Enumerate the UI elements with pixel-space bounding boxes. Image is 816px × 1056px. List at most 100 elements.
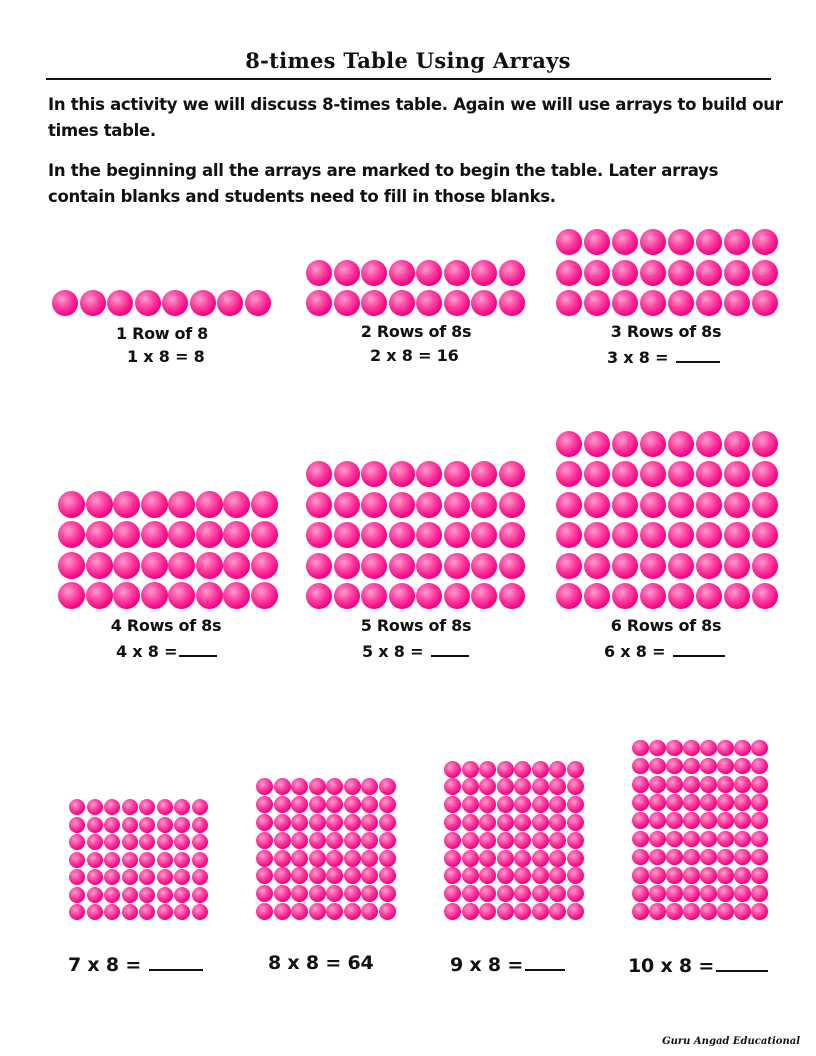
- array-ball: [273, 831, 291, 849]
- array-ball: [113, 490, 140, 518]
- array-ball: [640, 552, 666, 579]
- array-ball: [333, 583, 360, 609]
- array-ball: [683, 867, 700, 884]
- array-ball: [308, 778, 326, 796]
- array-ball: [256, 849, 273, 867]
- array-ball: [479, 813, 496, 831]
- array-ball: [612, 491, 638, 518]
- array-ball: [640, 259, 666, 286]
- answer-blank[interactable]: [675, 346, 720, 363]
- array-ball: [717, 848, 734, 866]
- array-ball: [195, 490, 223, 518]
- array-ball: [306, 290, 332, 316]
- array-ball: [52, 290, 78, 316]
- array-ball: [388, 522, 415, 548]
- array-ball: [361, 461, 387, 487]
- array-ball: [666, 794, 683, 811]
- answer-blank[interactable]: [179, 640, 218, 657]
- array-ball: [700, 812, 717, 829]
- array-ball: [666, 812, 683, 829]
- answer-blank[interactable]: [430, 640, 469, 657]
- array-ball: [683, 794, 700, 811]
- array-ball: [531, 813, 549, 831]
- array-ball: [612, 461, 638, 487]
- array-ball: [343, 867, 361, 885]
- array-ball: [549, 902, 566, 920]
- array-ball: [666, 776, 683, 793]
- answer-blank[interactable]: [149, 952, 204, 971]
- array-ball: [734, 903, 751, 920]
- array-ball: [250, 582, 278, 609]
- array-ball: [58, 490, 85, 518]
- answer-blank[interactable]: [525, 952, 566, 971]
- array-ball: [444, 760, 461, 778]
- array-7x8: [69, 799, 208, 920]
- array-ball: [256, 885, 273, 903]
- array-ball: [189, 290, 216, 316]
- array-ball: [343, 831, 361, 849]
- array-ball: [58, 551, 85, 579]
- array-ball: [724, 491, 750, 518]
- array-ball: [104, 904, 120, 920]
- array-ball: [696, 229, 722, 255]
- array-ball: [584, 491, 610, 518]
- array-ball: [584, 583, 610, 609]
- array-ball: [461, 760, 479, 778]
- array-ball: [584, 522, 610, 548]
- array-ball: [496, 885, 514, 903]
- array-ball: [361, 260, 387, 286]
- array-ball: [121, 851, 138, 868]
- array-ball: [717, 903, 734, 920]
- array-ball: [683, 885, 700, 902]
- array-ball: [514, 760, 531, 778]
- array-ball: [308, 813, 326, 831]
- array-ball: [734, 830, 751, 848]
- array-ball: [734, 885, 751, 902]
- array-ball: [195, 521, 223, 548]
- array-ball: [584, 552, 610, 579]
- array-ball: [471, 552, 497, 579]
- array-ball: [531, 760, 549, 778]
- array-ball: [549, 885, 566, 903]
- answer-blank[interactable]: [672, 640, 725, 657]
- array-ball: [444, 813, 461, 831]
- equation: 7 x 8 =: [68, 952, 204, 976]
- array-ball: [121, 799, 138, 815]
- array-ball: [361, 831, 378, 849]
- array-ball: [479, 885, 496, 903]
- array-ball: [584, 229, 610, 255]
- array-ball: [668, 290, 694, 316]
- array-ball: [121, 886, 138, 903]
- array-ball: [326, 778, 343, 796]
- array-ball: [584, 461, 610, 487]
- array-ball: [416, 552, 442, 579]
- array-ball: [69, 834, 85, 850]
- array-ball: [223, 490, 250, 518]
- array-ball: [700, 830, 717, 848]
- array-ball: [444, 849, 461, 867]
- array-ball: [86, 816, 103, 833]
- array-ball: [461, 796, 479, 814]
- array-ball: [479, 867, 496, 885]
- answer-blank[interactable]: [716, 953, 769, 972]
- array-ball: [273, 778, 291, 796]
- array-ball: [734, 848, 751, 866]
- array-ball: [113, 521, 140, 548]
- array-ball: [566, 867, 584, 885]
- array-ball: [668, 461, 694, 487]
- array-ball: [444, 867, 461, 885]
- array-ball: [343, 796, 361, 814]
- array-ball: [378, 885, 396, 903]
- array-ball: [498, 491, 525, 518]
- array-ball: [308, 867, 326, 885]
- array-ball: [273, 867, 291, 885]
- array-ball: [724, 259, 750, 286]
- array-ball: [752, 461, 778, 487]
- array-ball: [724, 229, 750, 255]
- array-ball: [121, 834, 138, 850]
- array-ball: [632, 739, 649, 757]
- array-ball: [640, 430, 666, 457]
- array-ball: [752, 229, 778, 255]
- array-ball: [85, 521, 113, 548]
- array-ball: [121, 816, 138, 833]
